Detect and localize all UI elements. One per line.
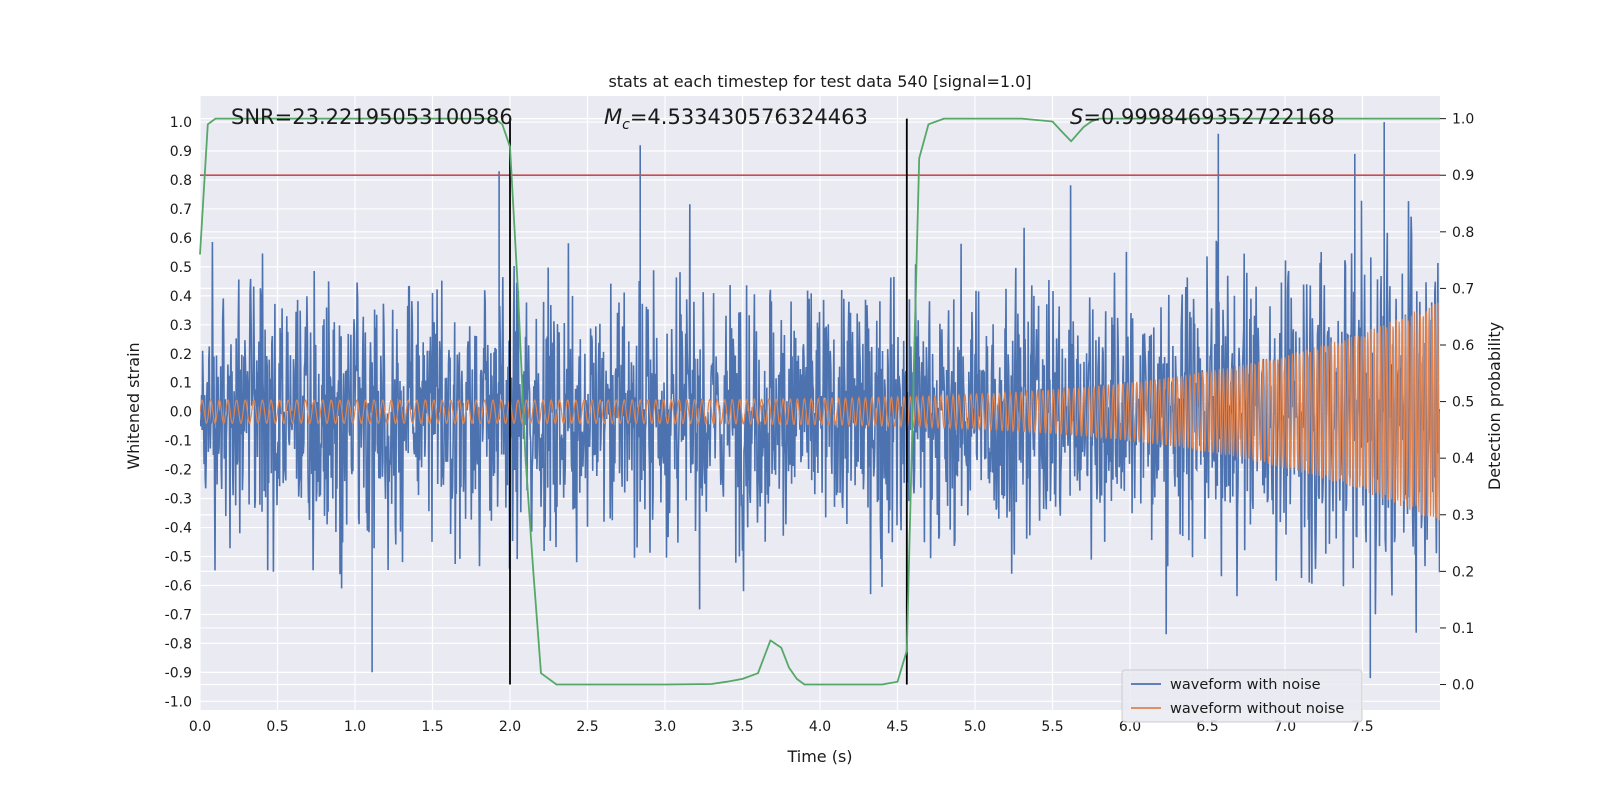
score-annotation: S=0.9998469352722168 xyxy=(1070,105,1335,129)
y-tick-label: 0.1 xyxy=(170,376,192,392)
y-tick-label: -0.9 xyxy=(165,665,192,681)
x-tick-label: 0.0 xyxy=(189,719,211,735)
y2-tick-label: 0.7 xyxy=(1452,281,1474,297)
x-tick-label: 6.5 xyxy=(1196,719,1218,735)
x-tick-label: 1.0 xyxy=(344,719,366,735)
legend: waveform with noise waveform without noi… xyxy=(1121,669,1363,723)
y-tick-label: 0.2 xyxy=(170,347,192,363)
y-tick-label: 0.8 xyxy=(170,173,192,189)
y-tick-label: -0.7 xyxy=(165,607,192,623)
x-tick-label: 7.5 xyxy=(1351,719,1373,735)
y-tick-label: 0.6 xyxy=(170,231,192,247)
y-tick-label: -0.2 xyxy=(165,463,192,479)
x-tick-label: 0.5 xyxy=(266,719,288,735)
y2-tick-label: 1.0 xyxy=(1452,112,1474,128)
y2-tick-label: 0.2 xyxy=(1452,564,1474,580)
y2-tick-label: 0.1 xyxy=(1452,621,1474,637)
x-tick-label: 2.0 xyxy=(499,719,521,735)
y-tick-label: -0.3 xyxy=(165,492,192,508)
legend-label-clean: waveform without noise xyxy=(1170,701,1344,717)
y-axis-ticks: 1.0 0.9 0.8 0.7 0.6 0.5 0.4 0.3 0.2 0.1 0.0 -0.1 -0.… xyxy=(165,115,192,710)
y-axis-label: Whitened strain xyxy=(124,342,143,469)
y2-tick-label: 0.6 xyxy=(1452,338,1474,354)
y-tick-label: 0.0 xyxy=(170,405,192,421)
x-tick-label: 3.0 xyxy=(654,719,676,735)
x-tick-label: 6.0 xyxy=(1119,719,1141,735)
x-tick-label: 5.5 xyxy=(1041,719,1063,735)
y-tick-label: -0.8 xyxy=(165,636,192,652)
y2-tick-label: 0.0 xyxy=(1452,678,1474,694)
legend-label-noise: waveform with noise xyxy=(1170,677,1321,693)
y-tick-label: 0.3 xyxy=(170,318,192,334)
snr-annotation: SNR=23.22195053100586 xyxy=(231,105,513,129)
x-tick-label: 3.5 xyxy=(731,719,753,735)
y2-axis-ticks: 1.0 0.9 0.8 0.7 0.6 0.5 0.4 0.3 0.2 0.1 0.0 xyxy=(1440,112,1474,694)
y-tick-label: 0.5 xyxy=(170,260,192,276)
series-detection-probability xyxy=(199,117,1440,686)
y2-tick-label: 0.9 xyxy=(1452,168,1474,184)
y-tick-label: -1.0 xyxy=(165,694,192,710)
y-tick-label: 1.0 xyxy=(170,115,192,131)
y-tick-label: 0.9 xyxy=(170,144,192,160)
legend-box xyxy=(1121,669,1363,723)
series-waveform-without-noise xyxy=(200,302,1440,521)
y-tick-label: -0.4 xyxy=(165,521,192,537)
y2-tick-label: 0.3 xyxy=(1452,508,1474,524)
y2-tick-label: 0.5 xyxy=(1452,395,1474,411)
y2-axis-label: Detection probability xyxy=(1485,322,1504,490)
y-tick-label: 0.4 xyxy=(170,289,192,305)
x-tick-label: 2.5 xyxy=(576,719,598,735)
x-tick-label: 1.5 xyxy=(421,719,443,735)
x-axis-label: Time (s) xyxy=(786,747,852,766)
chart-title: stats at each timestep for test data 540… xyxy=(608,72,1031,91)
y-tick-label: -0.5 xyxy=(165,550,192,566)
x-tick-label: 5.0 xyxy=(964,719,986,735)
x-tick-label: 7.0 xyxy=(1274,719,1296,735)
marker-lines xyxy=(509,118,908,685)
series-waveform-with-noise xyxy=(200,122,1440,679)
x-tick-label: 4.5 xyxy=(886,719,908,735)
chirp-mass-annotation: Mc=4.533430576324463 xyxy=(604,105,868,133)
y-tick-label: -0.6 xyxy=(165,578,192,594)
x-tick-label: 4.0 xyxy=(809,719,831,735)
y-tick-label: 0.7 xyxy=(170,202,192,218)
x-axis-ticks: 0.0 0.5 1.0 1.5 2.0 2.5 3.0 3.5 4.0 4.5 5.0 5.5 6.0 6… xyxy=(189,719,1374,735)
y-tick-label: -0.1 xyxy=(165,434,192,450)
y2-tick-label: 0.4 xyxy=(1452,451,1474,467)
y2-tick-label: 0.8 xyxy=(1452,225,1474,241)
